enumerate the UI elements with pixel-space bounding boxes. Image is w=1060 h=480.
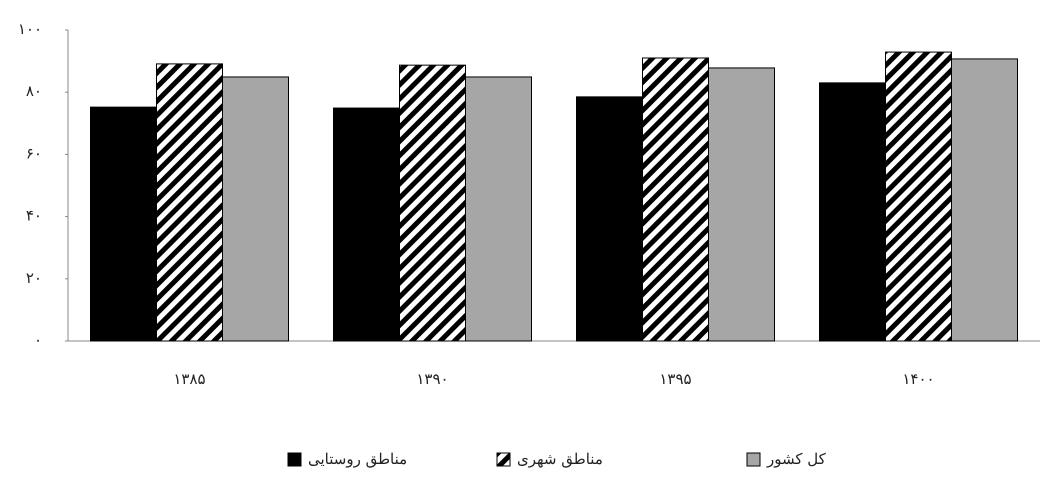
- legend-swatch: [746, 452, 761, 467]
- y-tick-label: ۲۰: [26, 269, 42, 287]
- legend-swatch: [496, 452, 511, 467]
- x-tick-label: ۱۳۹۰: [416, 370, 448, 388]
- y-tick-label: ۶۰: [26, 144, 42, 162]
- legend-label: مناطق روستایی: [308, 450, 407, 468]
- bar: [465, 76, 532, 342]
- bar: [708, 67, 775, 342]
- bar: [156, 63, 223, 342]
- bar: [819, 82, 886, 342]
- bar: [885, 51, 952, 342]
- legend-swatch: [287, 452, 302, 467]
- x-tick-label: ۱۳۹۵: [659, 370, 691, 388]
- y-tick-label: ۴۰: [26, 207, 42, 225]
- bar: [576, 96, 643, 342]
- bar: [333, 107, 400, 342]
- bar: [399, 64, 466, 342]
- bar: [222, 76, 289, 342]
- y-tick-label: ۰: [34, 331, 42, 349]
- y-tick-label: ۸۰: [26, 82, 42, 100]
- bar: [90, 106, 157, 342]
- y-tick-label: ۱۰۰: [18, 20, 42, 38]
- bar: [642, 57, 709, 342]
- x-tick-label: ۱۳۸۵: [173, 370, 205, 388]
- bar: [951, 58, 1018, 342]
- legend-label: مناطق شهری: [517, 450, 603, 468]
- x-tick-label: ۱۴۰۰: [902, 370, 934, 388]
- legend-label: کل کشور: [766, 450, 827, 468]
